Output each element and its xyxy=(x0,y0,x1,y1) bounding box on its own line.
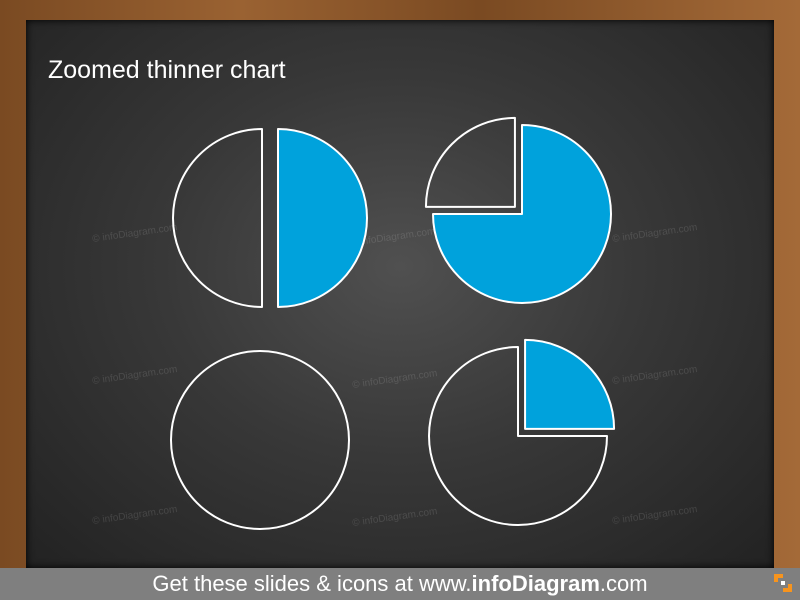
pie-chart-4 xyxy=(428,338,616,526)
outline-slice xyxy=(424,116,516,208)
pie-chart-1 xyxy=(172,128,368,308)
pie-chart-3 xyxy=(170,350,350,530)
slide-title: Zoomed thinner chart xyxy=(48,56,286,84)
pie-chart-2 xyxy=(424,116,612,304)
promo-banner[interactable]: Get these slides & icons at www.infoDiag… xyxy=(0,568,800,600)
banner-brand: infoDiagram xyxy=(471,571,600,596)
infodiagram-logo-icon xyxy=(774,574,792,592)
banner-suffix: .com xyxy=(599,571,648,596)
outline-slice xyxy=(428,346,608,526)
banner-prefix: Get these slides & icons at www. xyxy=(152,571,472,596)
chalkboard xyxy=(26,20,774,568)
outline-slice xyxy=(170,350,350,530)
filled-slice xyxy=(432,124,612,304)
filled-slice xyxy=(524,338,616,430)
outline-slice xyxy=(172,128,263,308)
pie-charts xyxy=(170,116,616,530)
filled-slice xyxy=(277,128,368,308)
